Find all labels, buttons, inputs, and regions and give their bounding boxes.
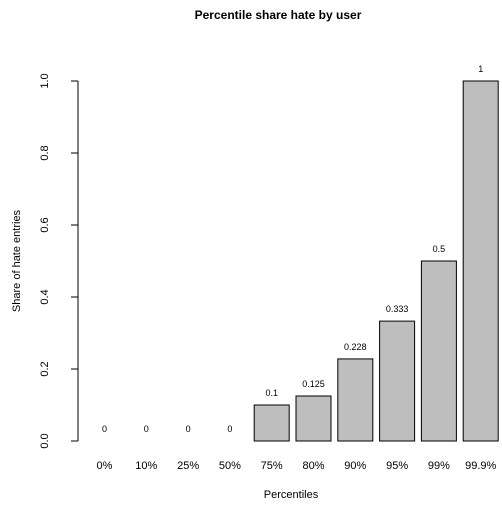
- y-tick-label: 0.6: [39, 217, 51, 232]
- x-tick-label: 75%: [261, 460, 283, 472]
- x-tick-label: 99%: [428, 460, 450, 472]
- data-label: 0.1: [265, 388, 278, 398]
- data-label: 0: [144, 424, 149, 434]
- bar: [295, 395, 332, 442]
- x-tick-label: 80%: [302, 460, 324, 472]
- bar: [379, 320, 416, 442]
- data-label: 0.228: [344, 342, 367, 352]
- bar: [253, 404, 290, 442]
- y-tick-label: 0.8: [39, 145, 51, 160]
- x-tick-label: 50%: [219, 460, 241, 472]
- x-tick-labels: 0% 10% 25% 50% 75% 80% 90% 95% 99% 99.9%: [97, 460, 497, 472]
- x-tick-label: 0%: [97, 460, 113, 472]
- x-axis-label: Percentiles: [264, 489, 319, 501]
- data-label: 0.125: [302, 379, 325, 389]
- x-tick-label: 95%: [386, 460, 408, 472]
- x-tick-label: 25%: [177, 460, 199, 472]
- bar: [337, 358, 374, 442]
- data-label: 0: [186, 424, 191, 434]
- y-tick-label: 0.2: [39, 361, 51, 376]
- x-tick-label: 90%: [344, 460, 366, 472]
- value-labels: 0 0 0 0 0.1 0.125 0.228 0.333 0.5 1: [102, 64, 483, 434]
- x-tick-label: 99.9%: [465, 460, 496, 472]
- y-tick-label: 0.0: [39, 433, 51, 448]
- x-tick-label: 10%: [135, 460, 157, 472]
- data-label: 0: [227, 424, 232, 434]
- data-label: 0: [102, 424, 107, 434]
- y-axis: 0.0 0.2 0.4 0.6 0.8 1.0: [39, 73, 79, 449]
- y-tick-label: 1.0: [39, 73, 51, 88]
- y-tick-label: 0.4: [39, 289, 51, 304]
- data-label: 1: [478, 64, 483, 74]
- data-label: 0.5: [433, 244, 446, 254]
- chart-title: Percentile share hate by user: [195, 8, 362, 22]
- bar: [420, 260, 457, 442]
- y-axis-label: Share of hate entries: [11, 209, 23, 312]
- bars-group: [253, 80, 499, 442]
- bar: [462, 80, 499, 442]
- data-label: 0.333: [386, 304, 409, 314]
